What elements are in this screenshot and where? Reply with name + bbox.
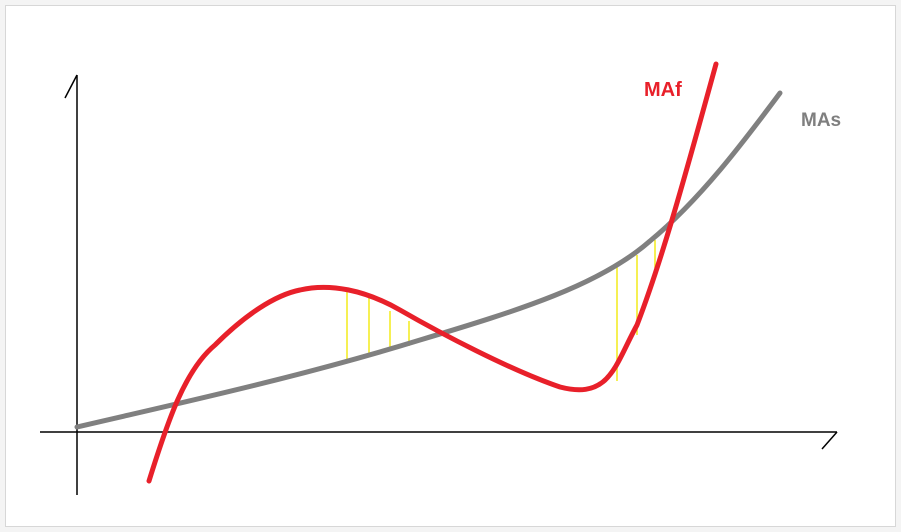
x-axis-arrow-tip bbox=[821, 431, 838, 450]
slow-ma-line bbox=[74, 90, 783, 430]
diagram-frame bbox=[5, 5, 896, 527]
axes bbox=[40, 74, 838, 495]
slow-ma-label: MAs bbox=[801, 110, 841, 131]
y-axis-arrow-tip bbox=[64, 74, 78, 99]
hatch-lines bbox=[346, 240, 656, 381]
fast-ma-line bbox=[146, 61, 719, 484]
fast-ma-label: MAf bbox=[644, 79, 682, 101]
